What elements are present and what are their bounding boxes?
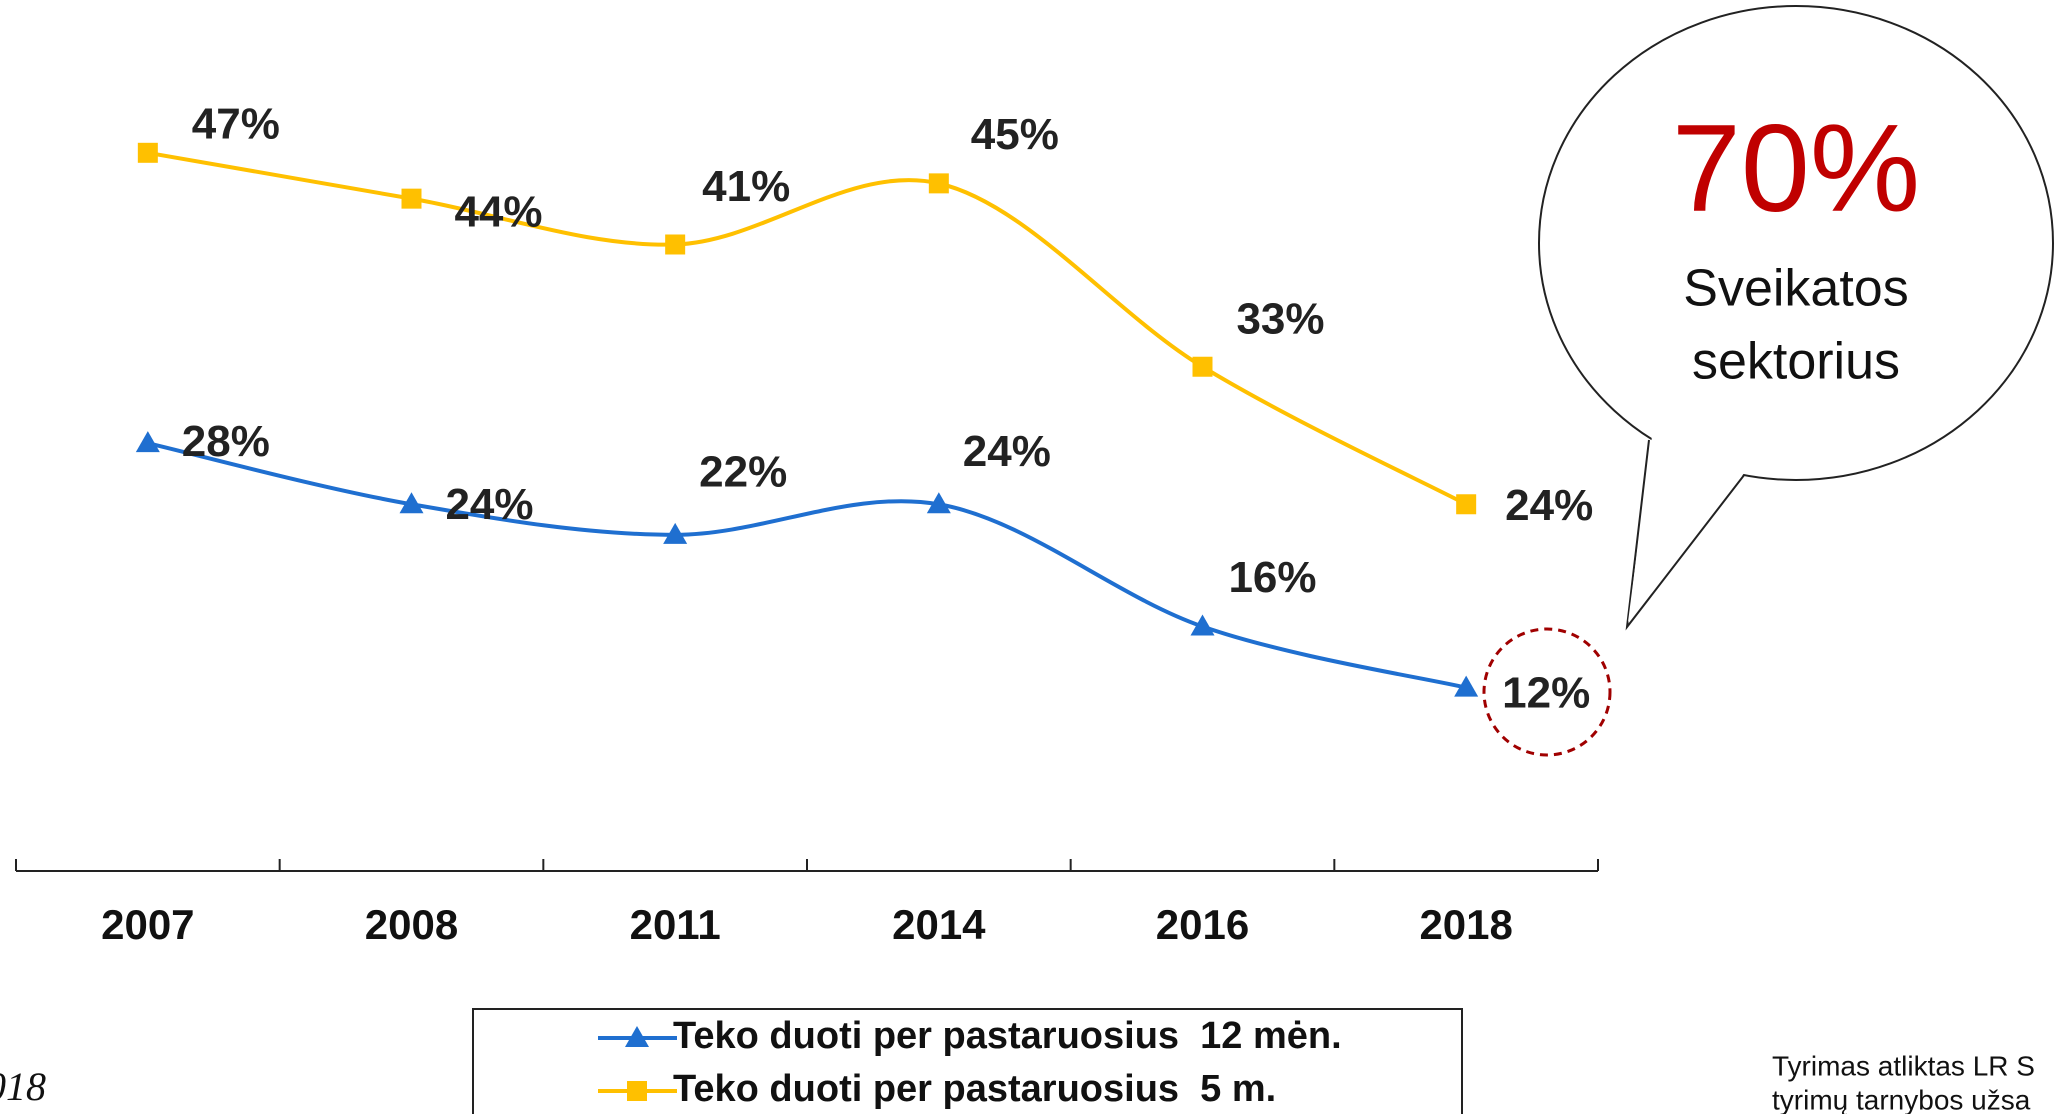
callout-line: sektorius: [1692, 333, 1900, 391]
marker: [926, 492, 951, 514]
data-label: 22%: [699, 447, 787, 496]
marker: [1454, 675, 1479, 697]
marker: [401, 188, 422, 209]
data-label: 33%: [1236, 294, 1324, 343]
legend-label: Teko duoti per pastaruosius 5 m.: [673, 1068, 1276, 1110]
data-label: 24%: [445, 480, 533, 529]
x-tick-label: 2018: [1419, 901, 1512, 948]
callout-bubble: [1538, 5, 2054, 481]
x-tick-label: 2014: [892, 901, 986, 948]
data-label: 41%: [702, 162, 790, 211]
data-label: 45%: [971, 110, 1059, 159]
marker: [1190, 614, 1215, 636]
data-label: 24%: [1505, 481, 1593, 530]
x-tick-label: 2011: [630, 901, 721, 948]
data-label: 47%: [192, 99, 280, 148]
data-label: 16%: [1228, 553, 1316, 602]
data-label: 12%: [1502, 668, 1590, 717]
marker: [1192, 356, 1213, 377]
footnote: Tyrimas atliktas LR S: [1772, 1050, 2035, 1081]
legend-marker: [625, 1026, 649, 1047]
marker: [665, 234, 686, 255]
data-label: 24%: [963, 427, 1051, 476]
callout-tail-fill: [1628, 436, 1745, 622]
marker: [928, 173, 949, 194]
x-tick-label: 2016: [1156, 901, 1249, 948]
footnote: 2018: [0, 1064, 46, 1109]
marker: [399, 492, 424, 514]
highlight-circle: [1482, 627, 1612, 757]
data-label: 28%: [182, 417, 270, 466]
x-tick-label: 2008: [365, 901, 458, 948]
marker: [137, 142, 158, 163]
marker: [1456, 494, 1477, 515]
legend-marker: [627, 1081, 647, 1101]
series-line: [147, 150, 1468, 507]
callout-value: 70%: [1672, 100, 1920, 238]
x-tick-label: 2007: [101, 901, 194, 948]
callout-line: Sveikatos: [1683, 260, 1908, 318]
footnote: tyrimų tarnybos užsa: [1772, 1084, 2031, 1114]
data-label: 44%: [454, 187, 542, 236]
marker: [135, 431, 160, 453]
series-line: [147, 441, 1467, 690]
marker: [663, 522, 688, 544]
legend-label: Teko duoti per pastaruosius 12 mėn.: [673, 1015, 1342, 1057]
